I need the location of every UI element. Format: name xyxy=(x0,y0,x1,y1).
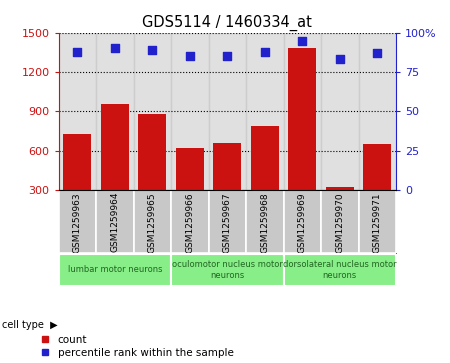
Text: GSM1259970: GSM1259970 xyxy=(335,192,344,253)
Bar xyxy=(138,114,166,190)
Bar xyxy=(326,187,354,190)
Bar xyxy=(171,190,208,253)
Legend: count, percentile rank within the sample: count, percentile rank within the sample xyxy=(41,335,234,358)
Text: GSM1259969: GSM1259969 xyxy=(298,192,307,253)
Bar xyxy=(96,190,134,253)
Point xyxy=(186,53,194,59)
Bar xyxy=(284,190,321,253)
Text: dorsolateral nucleus motor
neurons: dorsolateral nucleus motor neurons xyxy=(283,260,396,280)
Text: GSM1259964: GSM1259964 xyxy=(110,192,119,252)
Text: GSM1259967: GSM1259967 xyxy=(223,192,232,253)
Text: GSM1259963: GSM1259963 xyxy=(73,192,82,253)
Text: GSM1259971: GSM1259971 xyxy=(373,192,382,253)
Bar xyxy=(176,148,204,190)
Bar xyxy=(63,134,91,190)
Bar xyxy=(58,33,96,190)
Bar xyxy=(208,33,246,190)
Text: cell type  ▶: cell type ▶ xyxy=(2,320,58,330)
Bar xyxy=(251,126,279,190)
Bar xyxy=(134,190,171,253)
Bar xyxy=(321,33,359,190)
Bar xyxy=(246,190,284,253)
Bar xyxy=(288,48,316,190)
Text: lumbar motor neurons: lumbar motor neurons xyxy=(68,265,162,274)
Text: GSM1259965: GSM1259965 xyxy=(148,192,157,253)
Point xyxy=(299,38,306,44)
Text: GSM1259968: GSM1259968 xyxy=(260,192,269,253)
Bar xyxy=(246,33,284,190)
Point xyxy=(374,50,381,56)
Bar xyxy=(321,190,359,253)
Text: GSM1259966: GSM1259966 xyxy=(185,192,194,253)
Title: GDS5114 / 1460334_at: GDS5114 / 1460334_at xyxy=(142,15,312,31)
Point xyxy=(74,49,81,54)
Point xyxy=(111,45,118,51)
Point xyxy=(224,53,231,59)
Point xyxy=(336,57,343,62)
Bar xyxy=(359,190,396,253)
Bar xyxy=(284,33,321,190)
Bar xyxy=(96,33,134,190)
Bar xyxy=(58,254,171,286)
Bar xyxy=(208,190,246,253)
Point xyxy=(148,47,156,53)
Bar xyxy=(213,143,241,190)
Bar xyxy=(171,254,284,286)
Bar xyxy=(101,103,129,190)
Bar xyxy=(359,33,396,190)
Text: oculomotor nucleus motor
neurons: oculomotor nucleus motor neurons xyxy=(172,260,283,280)
Bar xyxy=(284,254,396,286)
Bar xyxy=(363,143,392,190)
Bar xyxy=(171,33,208,190)
Bar xyxy=(58,190,96,253)
Point xyxy=(261,49,268,54)
Bar xyxy=(134,33,171,190)
